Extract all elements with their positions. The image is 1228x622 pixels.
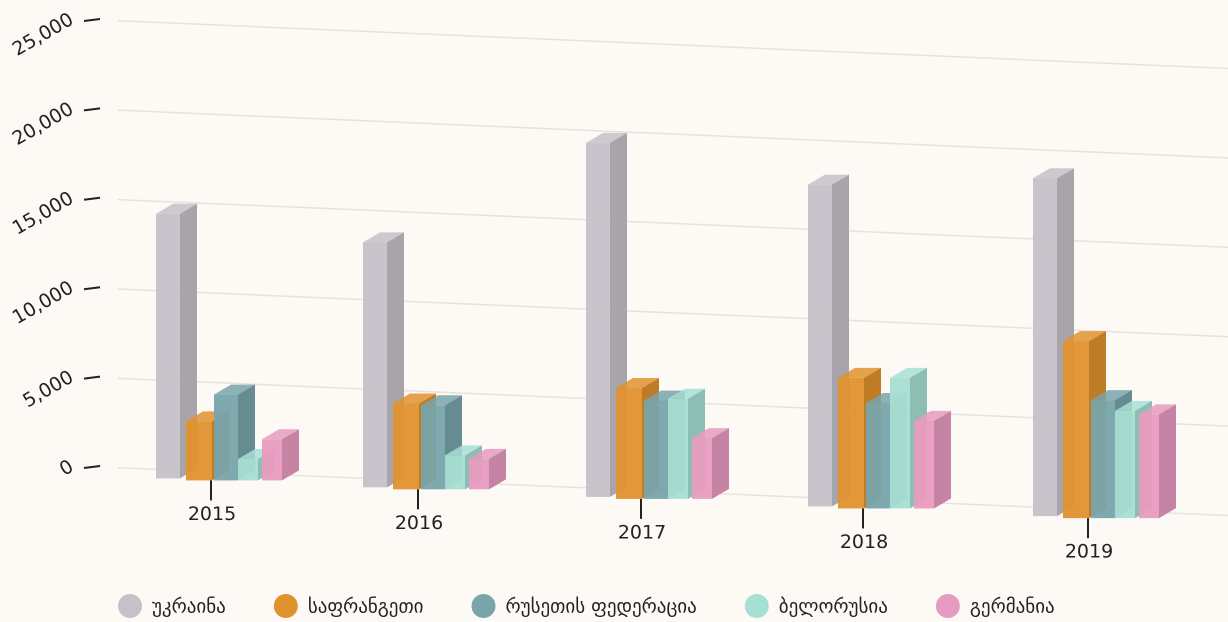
y-tick-label: 25,000 <box>9 8 78 60</box>
bar-side <box>489 448 506 490</box>
bar-front <box>156 213 180 479</box>
bar <box>808 174 849 507</box>
bar-side <box>180 203 197 479</box>
bar-front <box>866 402 890 509</box>
legend-label: რუსეთის ფედერაცია <box>506 596 697 618</box>
bar-front <box>616 388 642 499</box>
bar-front <box>692 438 712 499</box>
bar-top <box>156 203 197 214</box>
y-tick <box>83 196 101 201</box>
bar-top <box>616 378 659 389</box>
bar-top <box>1063 331 1106 342</box>
y-tick-label: 20,000 <box>9 98 78 150</box>
bar-front <box>1091 400 1115 519</box>
bar-front <box>1063 341 1089 519</box>
y-tick <box>83 286 101 291</box>
bar-front <box>890 377 910 509</box>
bar-front <box>363 242 387 488</box>
bar-top <box>393 393 436 404</box>
bar-top <box>808 174 849 185</box>
bar-front <box>238 458 258 481</box>
legend-swatch <box>744 594 769 618</box>
y-tick <box>83 107 101 112</box>
bar-top <box>838 367 881 378</box>
bar-front <box>914 420 934 509</box>
bar <box>156 203 197 479</box>
bar <box>469 448 506 490</box>
bar <box>1139 404 1176 519</box>
y-tick-label: 0 <box>56 455 77 480</box>
bar-top <box>363 232 404 243</box>
x-tick-label: 2019 <box>1065 541 1113 563</box>
y-tick-label: 15,000 <box>9 187 78 239</box>
legend-label: უკრაინა <box>152 596 226 618</box>
x-tick-label: 2016 <box>395 512 443 534</box>
bar-top <box>214 384 255 395</box>
bar-side <box>282 429 299 481</box>
x-tick-label: 2018 <box>840 531 888 553</box>
bar-side <box>1159 404 1176 519</box>
y-tick-label: 10,000 <box>9 277 78 329</box>
bar-top <box>692 428 729 439</box>
bar-front <box>421 405 445 490</box>
bar-front <box>668 398 688 499</box>
y-tick <box>83 375 101 380</box>
bar-front <box>186 421 212 481</box>
y-tick-label: 5,000 <box>19 366 77 412</box>
bar <box>262 429 299 481</box>
bar-front <box>838 377 864 509</box>
legend-label: საფრანგეთი <box>308 596 424 618</box>
bar-front <box>393 403 419 490</box>
legend-swatch <box>935 594 960 618</box>
bar <box>692 428 729 499</box>
bar-front <box>1115 410 1135 519</box>
legend-swatch <box>471 594 496 618</box>
x-tick-label: 2017 <box>618 521 666 543</box>
legend-label: ბელორუსია <box>779 596 888 618</box>
bar-front <box>1139 414 1159 519</box>
bar-front <box>586 142 610 497</box>
bar-top <box>890 367 927 378</box>
bar <box>421 395 462 490</box>
bar-front <box>1033 178 1057 517</box>
bar-top <box>1115 400 1152 411</box>
bar-top <box>445 445 482 456</box>
bar-top <box>1139 404 1176 415</box>
bar-top <box>469 448 506 459</box>
grid-line <box>117 20 1228 70</box>
grid-line <box>117 109 1228 159</box>
bar-front <box>214 394 238 481</box>
legend-swatch <box>273 594 298 618</box>
legend-label: გერმანია <box>970 596 1055 618</box>
bar-top <box>1091 390 1132 401</box>
bar <box>914 410 951 509</box>
y-tick <box>83 18 101 22</box>
bar-front <box>644 400 668 499</box>
bar-side <box>712 428 729 499</box>
bar-top <box>1033 168 1074 179</box>
y-tick <box>83 465 101 469</box>
bar-front <box>469 458 489 490</box>
bar-top <box>668 388 705 399</box>
x-tick-label: 2015 <box>188 503 236 525</box>
bar-front <box>808 184 832 507</box>
bar-front <box>262 439 282 481</box>
legend-swatch <box>118 594 142 618</box>
bar-top <box>914 410 951 421</box>
bar-side <box>934 410 951 509</box>
bar-top <box>586 132 627 143</box>
bar-front <box>445 455 465 490</box>
bar <box>586 132 627 497</box>
bar-top <box>644 390 685 401</box>
bar-top <box>421 395 462 406</box>
bar-top <box>262 429 299 440</box>
